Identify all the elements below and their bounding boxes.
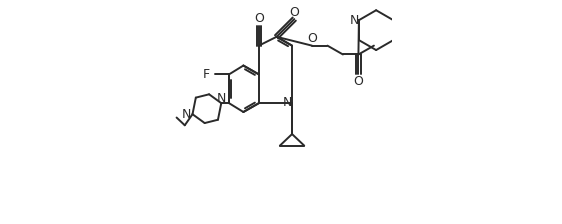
Text: O: O [307, 32, 317, 45]
Text: N: N [182, 108, 191, 121]
Text: O: O [289, 6, 299, 19]
Text: N: N [217, 92, 226, 105]
Text: N: N [283, 96, 292, 109]
Text: F: F [203, 68, 210, 81]
Text: O: O [353, 75, 364, 88]
Text: N: N [350, 14, 359, 27]
Text: O: O [254, 12, 264, 25]
